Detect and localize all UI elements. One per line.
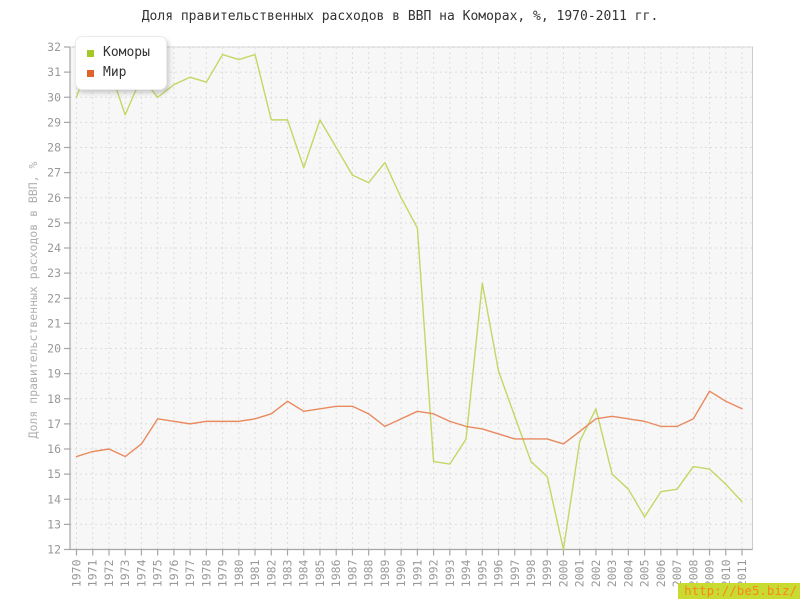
svg-text:29: 29 (47, 115, 61, 129)
svg-text:17: 17 (47, 417, 61, 431)
svg-text:1976: 1976 (167, 559, 181, 587)
svg-text:32: 32 (47, 40, 61, 54)
svg-text:1990: 1990 (394, 559, 408, 587)
svg-text:2006: 2006 (654, 559, 668, 587)
svg-text:1977: 1977 (183, 559, 197, 587)
svg-text:1971: 1971 (86, 559, 100, 587)
svg-text:1982: 1982 (264, 560, 278, 588)
svg-text:1997: 1997 (508, 559, 522, 587)
svg-text:2011: 2011 (735, 559, 749, 587)
legend-label-world: Мир (103, 65, 127, 80)
svg-text:27: 27 (47, 166, 61, 180)
svg-text:1981: 1981 (248, 559, 262, 587)
svg-text:16: 16 (47, 442, 61, 456)
svg-text:2008: 2008 (686, 559, 700, 587)
legend-item-world[interactable]: Мир (87, 65, 150, 81)
svg-text:1995: 1995 (475, 560, 489, 588)
svg-text:2003: 2003 (605, 559, 619, 587)
svg-text:2005: 2005 (638, 560, 652, 588)
svg-text:26: 26 (47, 191, 61, 205)
svg-text:2000: 2000 (556, 559, 570, 587)
svg-text:2004: 2004 (621, 559, 635, 587)
svg-text:20: 20 (47, 342, 61, 356)
svg-text:2002: 2002 (589, 560, 603, 588)
svg-text:2010: 2010 (719, 559, 733, 587)
svg-text:12: 12 (47, 543, 61, 557)
svg-text:18: 18 (47, 392, 61, 406)
legend: Коморы Мир (75, 36, 167, 90)
svg-text:25: 25 (47, 216, 61, 230)
svg-text:1970: 1970 (70, 559, 84, 587)
legend-item-comoros[interactable]: Коморы (87, 45, 150, 61)
comoros-series-swatch (87, 49, 94, 57)
svg-text:21: 21 (47, 316, 61, 330)
svg-text:1984: 1984 (297, 559, 311, 587)
legend-label-comoros: Коморы (103, 45, 150, 60)
svg-text:31: 31 (47, 65, 61, 79)
svg-text:1998: 1998 (524, 559, 538, 587)
watermark-link[interactable]: http://be5.biz/ (678, 583, 800, 599)
svg-text:1986: 1986 (329, 559, 343, 587)
svg-text:1983: 1983 (281, 559, 295, 587)
svg-text:1973: 1973 (118, 559, 132, 587)
svg-text:15: 15 (47, 467, 61, 481)
svg-text:1992: 1992 (427, 560, 441, 588)
svg-text:1988: 1988 (362, 559, 376, 587)
svg-text:1989: 1989 (378, 559, 392, 587)
svg-text:23: 23 (47, 266, 61, 280)
svg-text:1979: 1979 (216, 559, 230, 587)
svg-text:24: 24 (47, 241, 61, 255)
svg-text:2007: 2007 (670, 559, 684, 587)
svg-text:1994: 1994 (459, 559, 473, 587)
svg-text:1978: 1978 (199, 559, 213, 587)
svg-text:30: 30 (47, 90, 61, 104)
svg-text:28: 28 (47, 141, 61, 155)
svg-text:1987: 1987 (345, 559, 359, 587)
svg-text:1996: 1996 (492, 559, 506, 587)
svg-text:1972: 1972 (102, 560, 116, 588)
chart-title: Доля правительственных расходов в ВВП на… (141, 9, 659, 24)
svg-text:13: 13 (47, 517, 61, 531)
svg-text:1991: 1991 (410, 559, 424, 587)
svg-text:19: 19 (47, 367, 61, 381)
world-series-swatch (87, 69, 94, 77)
svg-text:2009: 2009 (703, 559, 717, 587)
svg-text:1975: 1975 (151, 560, 165, 588)
svg-text:22: 22 (47, 291, 61, 305)
svg-text:1974: 1974 (134, 559, 148, 587)
svg-text:1993: 1993 (443, 559, 457, 587)
svg-text:14: 14 (47, 492, 61, 506)
svg-text:1985: 1985 (313, 560, 327, 588)
svg-text:2001: 2001 (573, 559, 587, 587)
svg-text:1980: 1980 (232, 559, 246, 587)
svg-text:1999: 1999 (540, 559, 554, 587)
